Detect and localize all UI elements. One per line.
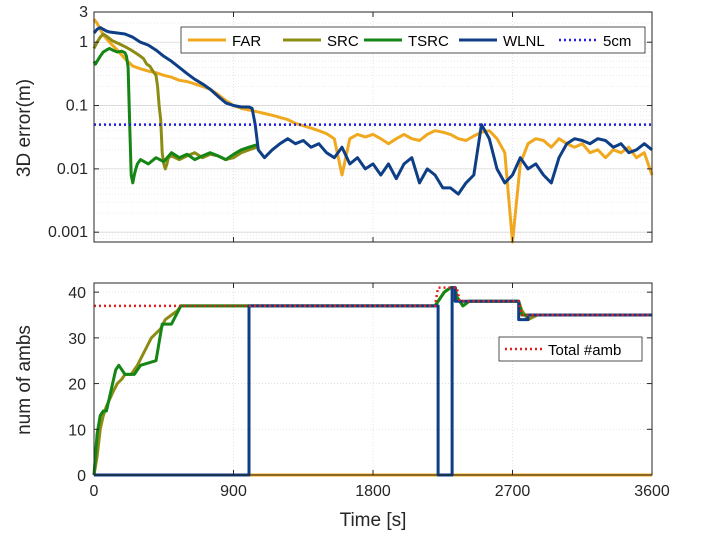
legend-label: Total #amb [548, 342, 621, 359]
y-tick-label: 10 [68, 422, 86, 439]
ambiguity-plot-legend: Total #amb [498, 336, 643, 362]
y-tick-label: 3 [79, 4, 88, 21]
legend-box [180, 26, 646, 54]
ambiguity-plot-ylabel: num of ambs [14, 325, 35, 435]
error-plot-ylabel: 3D error(m) [14, 79, 35, 177]
x-tick-label: 0 [90, 483, 99, 500]
ambiguity-plot: 0 10 20 30 40 0 900 1800 2700 3600 num of ambs Ti… [14, 282, 670, 531]
y-tick-label: 0.001 [48, 224, 88, 241]
y-tick-label: 0 [77, 468, 86, 485]
legend-label: FAR [232, 33, 261, 50]
series-line-wlnl [92, 26, 653, 196]
series-line-far [92, 18, 654, 244]
ambiguity-plot-xlabel: Time [s] [340, 510, 407, 531]
y-tick-label: 0.01 [57, 161, 88, 178]
x-tick-label: 1800 [355, 483, 391, 500]
legend-box [498, 336, 643, 362]
x-tick-label: 3600 [634, 483, 670, 500]
error-plot-ticks: 0.001 0.01 0.1 1 3 [48, 4, 653, 242]
y-tick-label: 40 [68, 285, 86, 302]
legend-label: 5cm [603, 33, 631, 50]
legend-label: TSRC [408, 33, 449, 50]
error-plot-series [92, 18, 654, 244]
y-tick-label: 1 [79, 34, 88, 51]
x-tick-label: 900 [220, 483, 247, 500]
x-tick-label: 2700 [495, 483, 531, 500]
legend-label: SRC [327, 33, 359, 50]
series-line-tsrc [92, 46, 258, 185]
ambiguity-plot-ticks: 0 10 20 30 40 0 900 1800 2700 3600 [68, 283, 670, 500]
y-tick-label: 20 [68, 377, 86, 394]
y-tick-label: 0.1 [66, 98, 88, 115]
error-plot-grid [93, 11, 653, 243]
y-tick-label: 30 [68, 331, 86, 348]
error-plot: 0.001 0.01 0.1 1 3 3D error(m) FAR SRC TSRC WLN… [14, 4, 654, 244]
error-plot-legend: FAR SRC TSRC WLNL 5cm [180, 26, 646, 54]
legend-label: WLNL [503, 33, 545, 50]
